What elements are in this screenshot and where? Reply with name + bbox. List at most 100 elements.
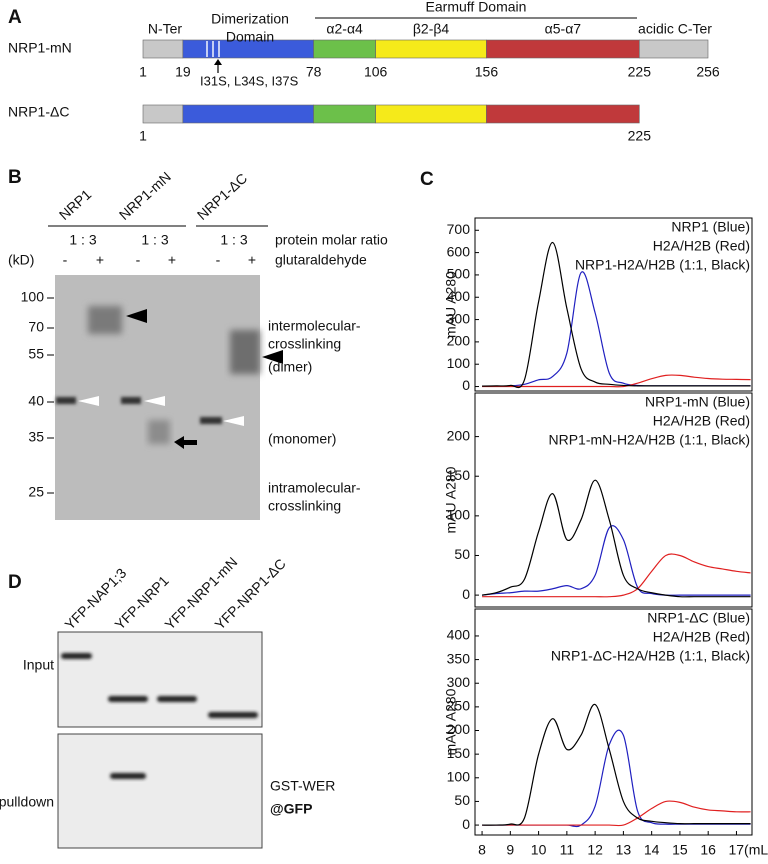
- domain-segment: [486, 104, 640, 124]
- annotation: intermolecular-: [268, 318, 361, 334]
- lane-label: NRP1: [56, 186, 95, 223]
- series-line: [482, 374, 751, 388]
- treatment: +: [248, 252, 256, 268]
- plot-frame: [474, 392, 753, 608]
- y-tick-label: 100: [447, 507, 471, 523]
- legend-entry: H2A/H2B (Red): [653, 413, 750, 429]
- row-label: Input: [23, 657, 54, 673]
- residue-number: 225: [628, 128, 652, 144]
- x-tick-label: 8: [478, 842, 486, 858]
- y-tick-label: 200: [447, 427, 471, 443]
- series-line: [481, 479, 751, 598]
- y-tick-label: 100: [447, 768, 471, 784]
- y-tick-label: 700: [447, 221, 471, 237]
- marker-label: 70: [28, 319, 44, 335]
- y-tick-label: 600: [447, 243, 471, 259]
- panel-label: A: [8, 7, 22, 28]
- domain-segment: [313, 39, 376, 59]
- legend-entry: NRP1 (Blue): [671, 219, 750, 235]
- domain-label: β2-β4: [413, 21, 450, 37]
- antibody-label: GST-WER: [270, 778, 335, 794]
- plot-frame: [474, 608, 753, 836]
- treatment: -: [216, 252, 221, 268]
- lane-label: NRP1-ΔC: [194, 170, 250, 223]
- arrowhead: [126, 309, 147, 323]
- treatment: -: [63, 252, 68, 268]
- y-tick-label: 300: [447, 310, 471, 326]
- y-axis-label: mAU A280: [443, 688, 459, 755]
- mutation-label: I31S, L34S, I37S: [200, 73, 299, 88]
- y-tick-label: 0: [462, 586, 470, 602]
- ratio-label: protein molar ratio: [275, 232, 388, 248]
- marker-label: 25: [28, 484, 44, 500]
- x-tick-label: 11: [560, 842, 575, 858]
- gel-band: [56, 397, 76, 404]
- gel-band: [230, 330, 260, 374]
- series-line: [482, 241, 751, 389]
- marker-label: 55: [28, 346, 44, 362]
- series-line: [482, 553, 751, 598]
- y-tick-label: 150: [447, 745, 471, 761]
- annotation: crosslinking: [268, 336, 341, 352]
- legend-entry: H2A/H2B (Red): [653, 629, 750, 645]
- residue-number: 225: [628, 64, 652, 80]
- y-tick-label: 250: [447, 698, 471, 714]
- y-axis-label: mAU A280: [443, 271, 459, 338]
- gel-band: [121, 397, 141, 404]
- blot-band: [208, 712, 258, 718]
- series-line: [481, 525, 751, 596]
- domain-segment: [375, 104, 487, 124]
- series-line: [482, 800, 751, 827]
- y-tick-label: 500: [447, 266, 471, 282]
- treatment: +: [168, 252, 176, 268]
- series-line: [482, 703, 751, 826]
- y-tick-label: 300: [447, 674, 471, 690]
- arrowhead: [78, 396, 99, 406]
- x-tick-label: 16: [700, 842, 716, 858]
- annotation: (dimer): [268, 359, 312, 375]
- domain-segment: [142, 39, 184, 59]
- treatment: +: [96, 252, 104, 268]
- gel-band: [200, 417, 222, 424]
- residue-number: 256: [696, 64, 720, 80]
- domain-segment: [486, 39, 640, 59]
- domain-label: Earmuff Domain: [426, 0, 527, 15]
- y-tick-label: 400: [447, 288, 471, 304]
- domain-label: Dimerization: [211, 11, 289, 27]
- blot-band: [157, 696, 197, 702]
- x-tick-label: 14: [644, 842, 660, 858]
- panel-label: B: [8, 167, 22, 188]
- y-tick-label: 350: [447, 650, 471, 666]
- lane-label: NRP1-mN: [116, 168, 174, 223]
- residue-number: 78: [306, 64, 322, 80]
- treatment: -: [136, 252, 141, 268]
- kd-label: (kD): [8, 252, 34, 268]
- residue-number: 156: [475, 64, 499, 80]
- residue-number: 1: [139, 128, 147, 144]
- arrow: [174, 436, 197, 449]
- x-tick-label: 13: [616, 842, 632, 858]
- arrowhead: [144, 396, 165, 406]
- blot-band: [108, 696, 148, 702]
- y-tick-label: 100: [447, 355, 471, 371]
- residue-number: 19: [175, 64, 191, 80]
- annotation: intramolecular-: [268, 480, 361, 496]
- blot-input: [57, 631, 263, 728]
- y-tick-label: 50: [454, 546, 470, 562]
- x-tick-label: 9: [506, 842, 514, 858]
- blot-band: [61, 653, 92, 659]
- residue-number: 106: [364, 64, 388, 80]
- annotation: crosslinking: [268, 498, 341, 514]
- plot-frame: [474, 217, 753, 392]
- row-label: pulldown: [0, 794, 54, 810]
- legend-entry: NRP1-ΔC-H2A/H2B (1:1, Black): [551, 648, 750, 664]
- domain-label: α2-α4: [326, 21, 363, 37]
- domain-label: α5-α7: [545, 21, 582, 37]
- marker-label: 40: [28, 393, 44, 409]
- legend-entry: NRP1-ΔC (Blue): [647, 610, 750, 626]
- ratio: 1 : 3: [220, 232, 247, 248]
- arrowhead: [223, 416, 244, 426]
- construct-name: NRP1-mN: [8, 40, 72, 56]
- blot-band: [110, 773, 146, 779]
